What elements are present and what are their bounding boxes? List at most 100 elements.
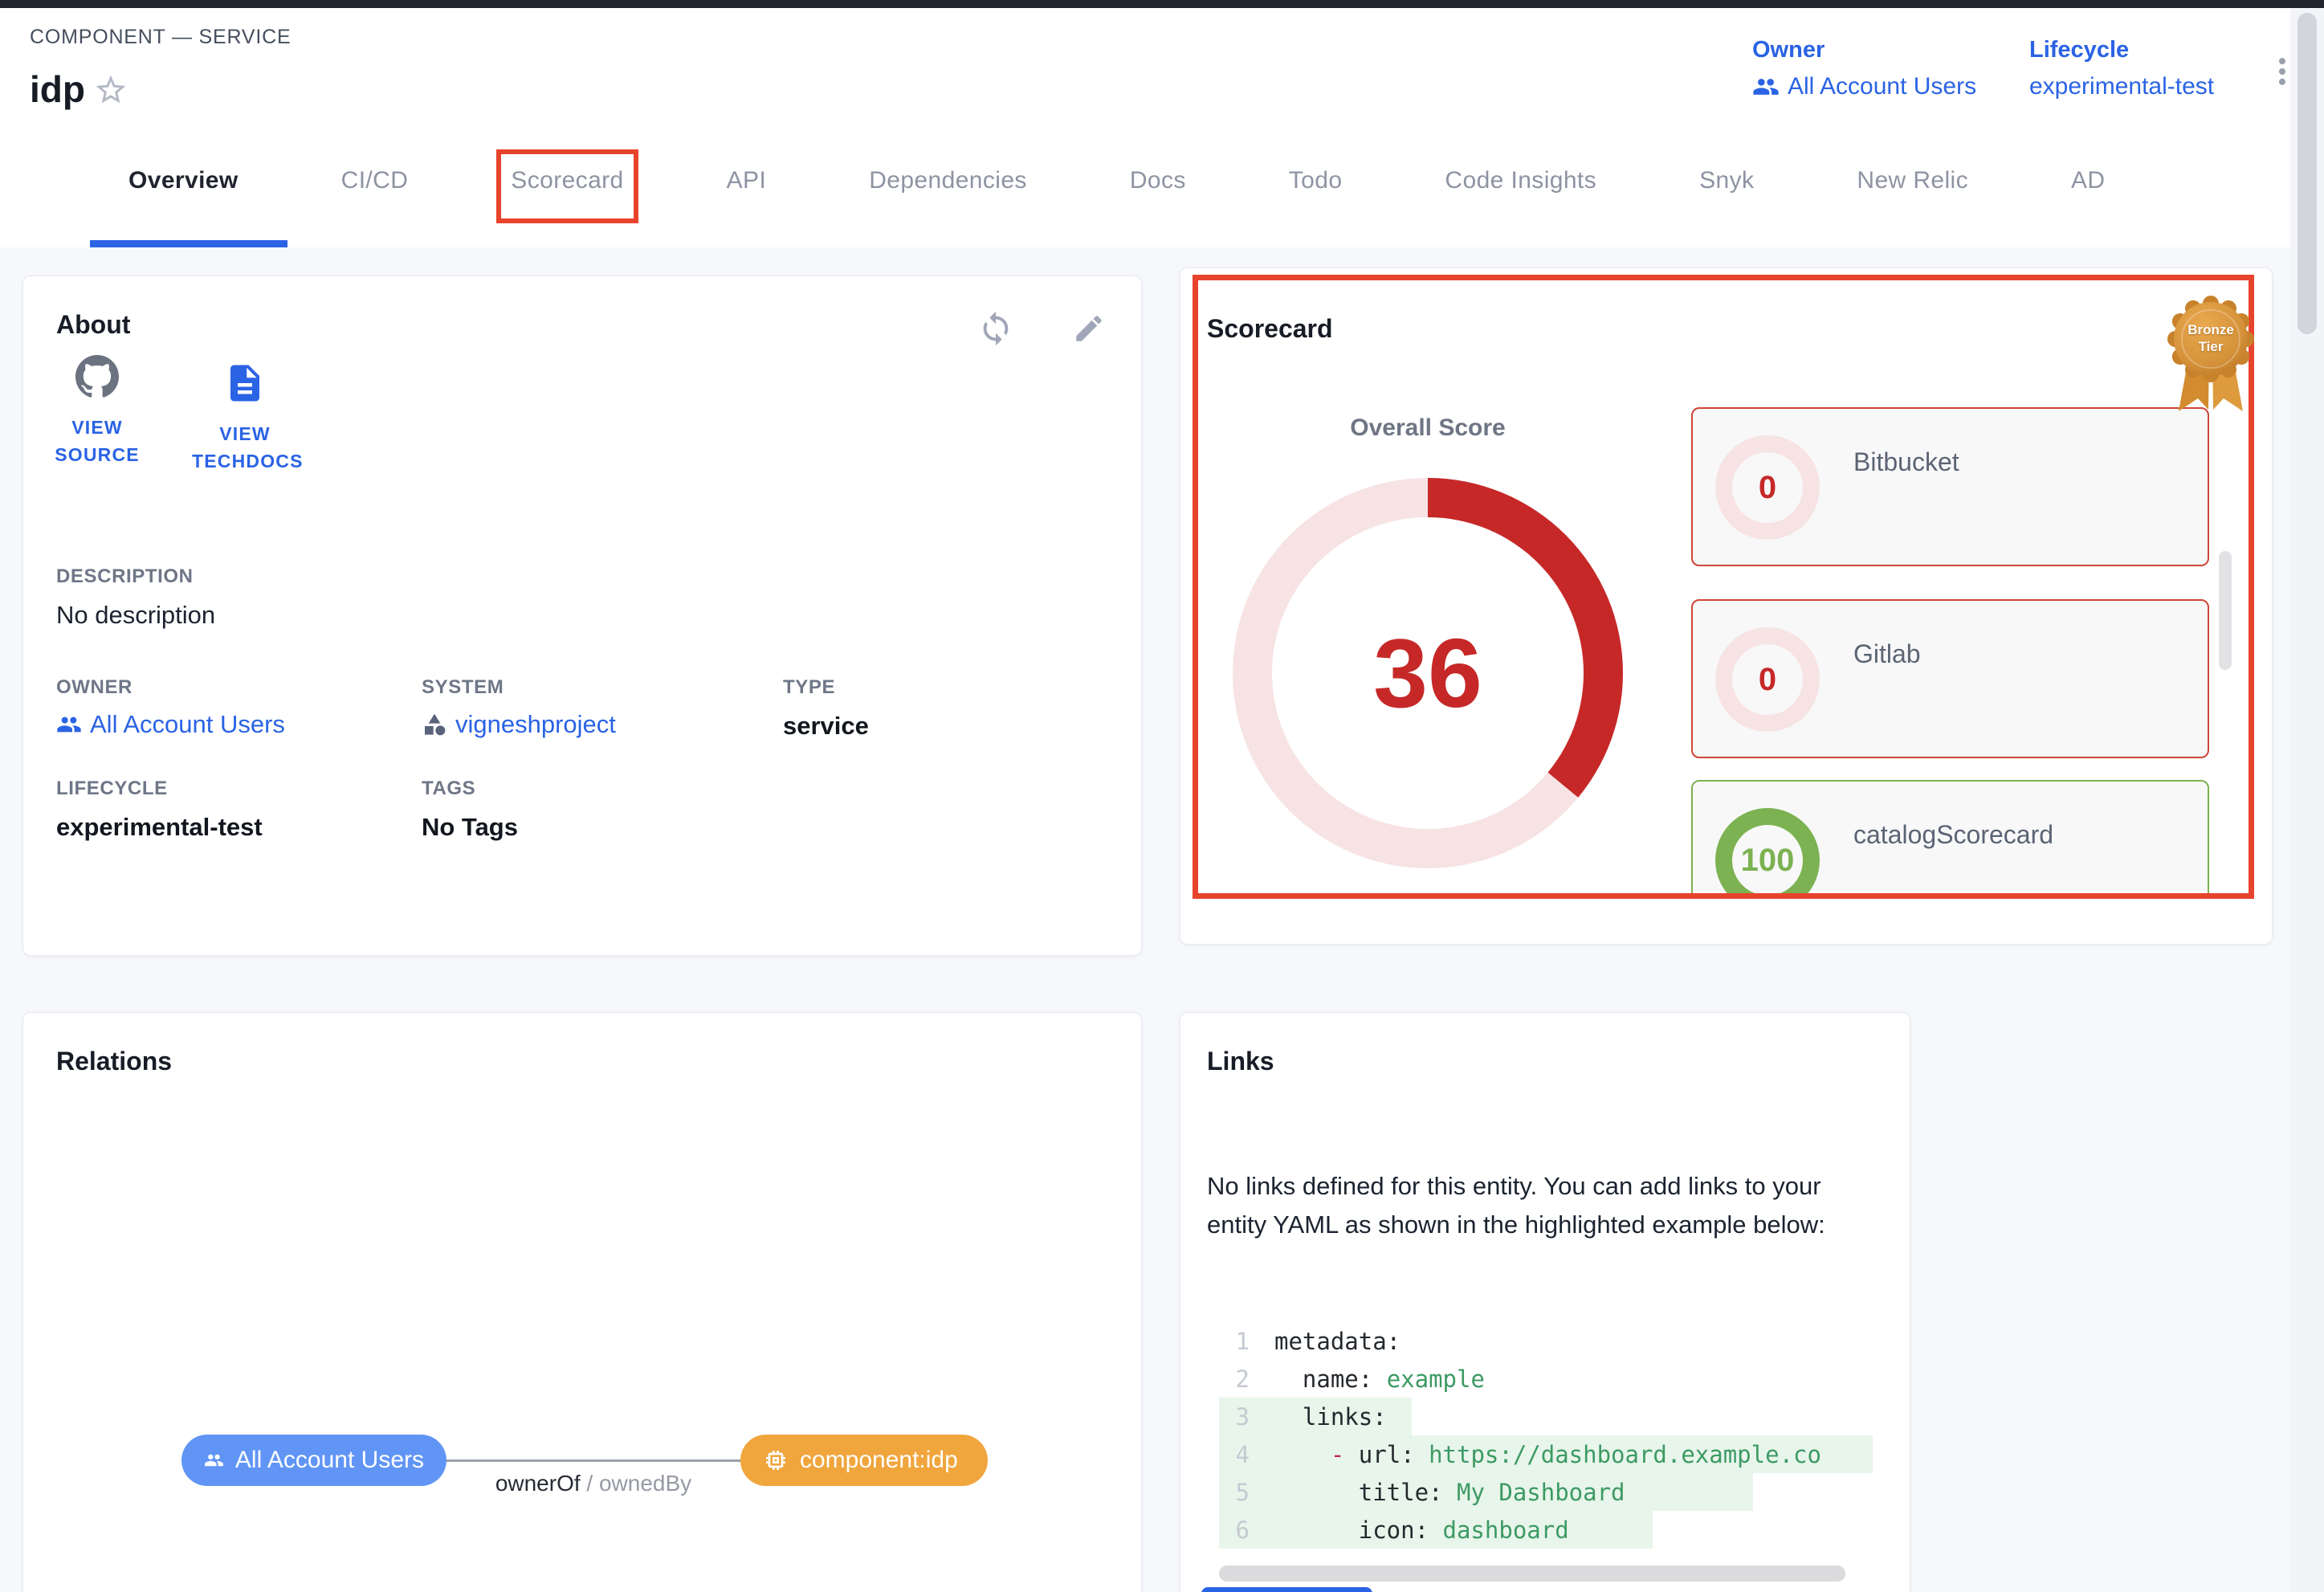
scorecard-entry-gitlab[interactable]: 0 Gitlab (1691, 599, 2209, 758)
code-line-4: 4 - url: https://dashboard.example.co (1219, 1435, 1873, 1473)
github-icon (75, 355, 119, 402)
top-dark-bar (0, 0, 2324, 8)
entry-score: 100 (1740, 842, 1795, 878)
tab-scorecard[interactable]: Scorecard (472, 149, 662, 223)
lifecycle-label: Lifecycle (2029, 37, 2130, 63)
lifecycle-field-value: experimental-test (56, 813, 263, 841)
scorecard-entries-list: 0 Bitbucket 0 Gitlab 100 catalogScorecar… (1691, 407, 2209, 899)
tags-field-label: TAGS (422, 778, 476, 799)
entry-name: Gitlab (1853, 639, 1921, 668)
relation-node-all-account-users[interactable]: All Account Users (181, 1435, 446, 1486)
relation-edge-line (446, 1459, 740, 1462)
links-card: Links No links defined for this entity. … (1180, 1012, 1910, 1592)
page-scrollbar-track[interactable] (2290, 8, 2324, 1592)
entry-gauge-hole (1732, 452, 1803, 523)
owner-value: All Account Users (1788, 73, 1977, 100)
entry-name: catalogScorecard (1853, 820, 2054, 849)
overall-score-label: Overall Score (1350, 414, 1506, 441)
system-field-link[interactable]: vigneshproject (422, 710, 616, 739)
overall-score-value: 36 (1373, 618, 1482, 728)
description-value: No description (56, 601, 216, 629)
overall-score-gauge: 36 (1233, 478, 1623, 868)
relation-edge-label: ownerOf / ownedBy (495, 1471, 692, 1496)
owner-label: Owner (1752, 37, 1825, 63)
tab-snyk[interactable]: Snyk (1699, 167, 1755, 194)
scorecard-card: Scorecard Overall Score 36 0 Bitbucket 0… (1180, 267, 2273, 945)
scorecard-title: Scorecard (1207, 314, 1333, 343)
code-line-2: 2 name: example (1235, 1365, 1485, 1393)
relation-node-component-idp[interactable]: component:idp (740, 1435, 988, 1486)
view-techdocs-label: VIEW TECHDOCS (192, 423, 304, 471)
entry-gauge: 0 (1715, 435, 1820, 540)
people-icon (57, 716, 81, 733)
relations-card: Relations All Account Users component:id… (22, 1012, 1142, 1592)
document-icon (223, 361, 267, 409)
code-line-1: 1 metadata: (1235, 1327, 1401, 1355)
view-source-link[interactable]: VIEW SOURCE (45, 355, 149, 468)
about-title: About (56, 310, 131, 339)
lifecycle-value: experimental-test (2029, 73, 2215, 100)
people-icon (1753, 79, 1779, 95)
code-line-5: 5 title: My Dashboard (1219, 1473, 1873, 1511)
type-field-label: TYPE (783, 676, 836, 698)
about-card: About VIEW SOURCE VIEW TECHDOCS DESCRIPT… (22, 276, 1142, 956)
tags-field-value: No Tags (422, 813, 518, 841)
tab-ad-truncated[interactable]: AD (2071, 167, 2106, 194)
breadcrumb: COMPONENT — SERVICE (30, 26, 292, 48)
system-field-label: SYSTEM (422, 676, 504, 698)
owner-field-link[interactable]: All Account Users (56, 710, 285, 739)
tab-overview[interactable]: Overview (128, 167, 239, 194)
page-scrollbar-thumb[interactable] (2297, 13, 2317, 334)
tab-todo[interactable]: Todo (1288, 167, 1343, 194)
tabs-bar: Overview CI/CD Scorecard API Dependencie… (0, 132, 2324, 316)
code-horizontal-scrollbar[interactable] (1219, 1565, 1845, 1582)
entry-name: Bitbucket (1853, 447, 1959, 476)
entries-scrollbar-thumb[interactable] (2219, 551, 2232, 670)
entry-gauge: 100 (1715, 808, 1820, 899)
page-title: idp (30, 68, 85, 110)
system-category-icon (425, 713, 446, 736)
kebab-menu-icon[interactable] (2265, 48, 2300, 95)
badge-tier-text: Bronze Tier (2187, 322, 2234, 354)
people-icon (205, 1454, 223, 1467)
tab-code-insights[interactable]: Code Insights (1445, 167, 1597, 194)
links-title: Links (1207, 1047, 1274, 1076)
tab-cicd[interactable]: CI/CD (340, 167, 409, 194)
entry-gauge-hole (1732, 644, 1803, 715)
entry-score: 0 (1758, 469, 1777, 505)
code-line-3: 3 links: (1219, 1398, 1873, 1435)
links-empty-text: No links defined for this entity. You ca… (1207, 1172, 1825, 1239)
content-area: About VIEW SOURCE VIEW TECHDOCS DESCRIPT… (0, 247, 2324, 1592)
chip-icon (766, 1451, 785, 1470)
edit-pencil-icon[interactable] (1072, 312, 1111, 350)
type-field-value: service (783, 712, 869, 740)
annotation-scorecard-tab (496, 149, 638, 223)
relation-node-label: All Account Users (234, 1447, 424, 1473)
scorecard-entry-bitbucket[interactable]: 0 Bitbucket (1691, 407, 2209, 566)
entry-score: 0 (1758, 661, 1777, 697)
code-line-6: 6 icon: dashboard (1219, 1511, 1873, 1549)
bronze-tier-badge: Bronze Tier (2163, 292, 2259, 421)
entry-gauge-hole (1732, 825, 1803, 896)
entity-header: COMPONENT — SERVICE idp Owner All Accoun… (0, 8, 2324, 140)
entry-gauge: 0 (1715, 627, 1820, 732)
owner-link[interactable]: All Account Users (1752, 73, 1976, 100)
view-techdocs-link[interactable]: VIEW TECHDOCS (192, 361, 304, 475)
tab-new-relic[interactable]: New Relic (1857, 167, 1969, 194)
links-action-button-clipped[interactable] (1201, 1587, 1372, 1592)
scorecard-entry-catalogscorecard[interactable]: 100 catalogScorecard (1691, 780, 2209, 899)
tab-dependencies[interactable]: Dependencies (869, 167, 1027, 194)
owner-field-label: OWNER (56, 676, 133, 698)
refresh-icon[interactable] (977, 310, 1016, 349)
favorite-star-icon[interactable] (93, 72, 128, 108)
active-tab-indicator (90, 240, 287, 247)
yaml-code-block: 1 metadata: 2 name: example 3 links: 4 -… (1219, 1322, 1873, 1549)
relation-node-label: component:idp (800, 1447, 958, 1473)
header-owner-block: Owner All Account Users (1752, 37, 1976, 100)
lifecycle-field-label: LIFECYCLE (56, 778, 168, 799)
relations-title: Relations (56, 1047, 173, 1076)
tab-docs[interactable]: Docs (1129, 167, 1186, 194)
tab-api[interactable]: API (726, 167, 767, 194)
gauge-hole (1272, 517, 1584, 829)
view-source-label: VIEW SOURCE (55, 417, 140, 465)
